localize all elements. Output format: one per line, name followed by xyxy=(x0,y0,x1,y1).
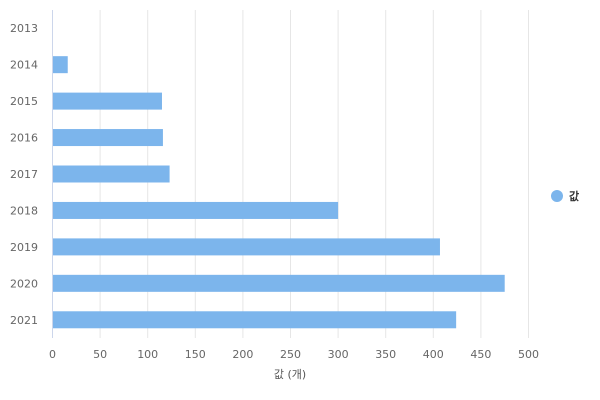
x-tick-label: 0 xyxy=(49,348,56,361)
gridlines xyxy=(99,10,529,338)
bar-2014[interactable] xyxy=(52,56,68,74)
bars xyxy=(52,56,505,329)
x-tick-label: 400 xyxy=(423,348,444,361)
y-tick-label: 2021 xyxy=(10,314,38,327)
x-tick-label: 50 xyxy=(93,348,107,361)
bar-2020[interactable] xyxy=(52,274,505,292)
x-tick-label: 200 xyxy=(232,348,253,361)
x-tick-label: 300 xyxy=(328,348,349,361)
bar-2016[interactable] xyxy=(52,129,163,147)
y-axis-ticks: 2013 2014 2015 2016 2017 2018 2019 2020 2021 xyxy=(10,22,38,327)
x-tick-label: 150 xyxy=(185,348,206,361)
bar-2021[interactable] xyxy=(52,311,457,329)
x-axis-label: 값 (개) xyxy=(274,368,306,381)
y-tick-label: 2014 xyxy=(10,59,38,72)
y-tick-label: 2013 xyxy=(10,22,38,35)
x-tick-label: 250 xyxy=(280,348,301,361)
bar-2017[interactable] xyxy=(52,165,170,183)
x-tick-label: 100 xyxy=(137,348,158,361)
y-tick-label: 2018 xyxy=(10,204,38,217)
y-tick-label: 2016 xyxy=(10,132,38,145)
bar-2018[interactable] xyxy=(52,201,339,219)
legend-label: 값 xyxy=(569,190,579,203)
x-axis-ticks: 0 50 100 150 200 250 300 350 400 450 500 xyxy=(49,348,539,361)
y-tick-label: 2017 xyxy=(10,168,38,181)
bar-2015[interactable] xyxy=(52,92,162,110)
y-tick-label: 2019 xyxy=(10,241,38,254)
x-tick-label: 450 xyxy=(470,348,491,361)
x-tick-label: 350 xyxy=(375,348,396,361)
y-tick-label: 2015 xyxy=(10,95,38,108)
legend-item[interactable]: 값 xyxy=(551,190,579,203)
bar-2019[interactable] xyxy=(52,238,440,256)
y-tick-label: 2020 xyxy=(10,277,38,290)
x-tick-label: 500 xyxy=(518,348,539,361)
legend-marker xyxy=(551,190,563,202)
